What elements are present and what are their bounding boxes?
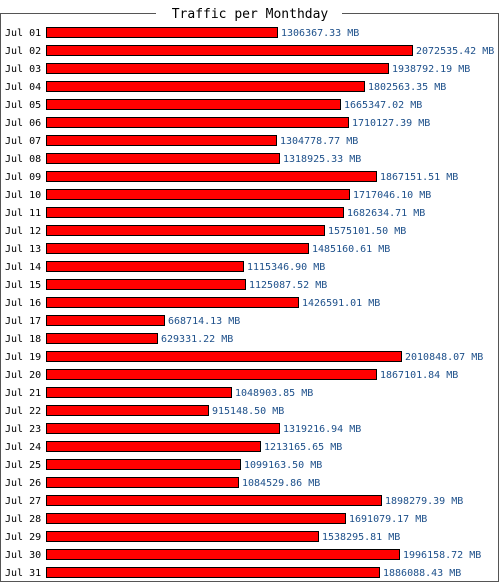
value-label: 668714.13 MB — [168, 316, 240, 327]
category-label: Jul 27 — [5, 496, 41, 507]
category-label: Jul 29 — [5, 532, 41, 543]
bar — [46, 279, 246, 290]
category-label: Jul 08 — [5, 154, 41, 165]
category-label: Jul 11 — [5, 208, 41, 219]
bar — [46, 477, 239, 488]
bar — [46, 369, 377, 380]
bar — [46, 333, 158, 344]
bar — [46, 27, 278, 38]
bar — [46, 243, 309, 254]
value-label: 1213165.65 MB — [264, 442, 342, 453]
category-label: Jul 19 — [5, 352, 41, 363]
value-label: 1717046.10 MB — [353, 190, 431, 201]
value-label: 1485160.61 MB — [312, 244, 390, 255]
category-label: Jul 25 — [5, 460, 41, 471]
value-label: 1802563.35 MB — [368, 82, 446, 93]
bar — [46, 459, 241, 470]
value-label: 2010848.07 MB — [405, 352, 483, 363]
bar — [46, 99, 341, 110]
value-label: 629331.22 MB — [161, 334, 233, 345]
category-label: Jul 26 — [5, 478, 41, 489]
category-label: Jul 17 — [5, 316, 41, 327]
category-label: Jul 03 — [5, 64, 41, 75]
category-label: Jul 05 — [5, 100, 41, 111]
category-label: Jul 15 — [5, 280, 41, 291]
bar — [46, 567, 380, 578]
bar — [46, 387, 232, 398]
value-label: 1319216.94 MB — [283, 424, 361, 435]
category-label: Jul 24 — [5, 442, 41, 453]
category-label: Jul 12 — [5, 226, 41, 237]
bar — [46, 135, 277, 146]
value-label: 1048903.85 MB — [235, 388, 313, 399]
value-label: 1426591.01 MB — [302, 298, 380, 309]
value-label: 1682634.71 MB — [347, 208, 425, 219]
bar — [46, 45, 413, 56]
value-label: 1886088.43 MB — [383, 568, 461, 579]
value-label: 1867151.51 MB — [380, 172, 458, 183]
category-label: Jul 01 — [5, 28, 41, 39]
category-label: Jul 16 — [5, 298, 41, 309]
bar — [46, 207, 344, 218]
category-label: Jul 18 — [5, 334, 41, 345]
value-label: 1996158.72 MB — [403, 550, 481, 561]
value-label: 1938792.19 MB — [392, 64, 470, 75]
bar — [46, 297, 299, 308]
bar — [46, 495, 382, 506]
value-label: 1099163.50 MB — [244, 460, 322, 471]
category-label: Jul 02 — [5, 46, 41, 57]
value-label: 1665347.02 MB — [344, 100, 422, 111]
bar — [46, 423, 280, 434]
value-label: 1125087.52 MB — [249, 280, 327, 291]
value-label: 1084529.86 MB — [242, 478, 320, 489]
bar — [46, 315, 165, 326]
bar — [46, 405, 209, 416]
bar — [46, 513, 346, 524]
bar — [46, 261, 244, 272]
category-label: Jul 07 — [5, 136, 41, 147]
value-label: 1318925.33 MB — [283, 154, 361, 165]
value-label: 1898279.39 MB — [385, 496, 463, 507]
bar — [46, 225, 325, 236]
value-label: 1304778.77 MB — [280, 136, 358, 147]
value-label: 1115346.90 MB — [247, 262, 325, 273]
title-background — [156, 5, 342, 21]
value-label: 1538295.81 MB — [322, 532, 400, 543]
category-label: Jul 22 — [5, 406, 41, 417]
bars-layer: Jul 01 1306367.33 MB Jul 02 2072535.42 MB Ju… — [5, 27, 494, 579]
category-label: Jul 14 — [5, 262, 41, 273]
value-label: 915148.50 MB — [212, 406, 284, 417]
bar — [46, 441, 261, 452]
category-label: Jul 20 — [5, 370, 41, 381]
value-label: 1306367.33 MB — [281, 28, 359, 39]
bar — [46, 81, 365, 92]
bar — [46, 189, 350, 200]
value-label: 1867101.84 MB — [380, 370, 458, 381]
category-label: Jul 30 — [5, 550, 41, 561]
value-label: 2072535.42 MB — [416, 46, 494, 57]
category-label: Jul 21 — [5, 388, 41, 399]
bar — [46, 549, 400, 560]
category-label: Jul 04 — [5, 82, 41, 93]
category-label: Jul 23 — [5, 424, 41, 435]
category-label: Jul 31 — [5, 568, 41, 579]
category-label: Jul 06 — [5, 118, 41, 129]
bar — [46, 117, 349, 128]
value-label: 1575101.50 MB — [328, 226, 406, 237]
bar — [46, 531, 319, 542]
category-label: Jul 28 — [5, 514, 41, 525]
category-label: Jul 10 — [5, 190, 41, 201]
category-label: Jul 09 — [5, 172, 41, 183]
bar — [46, 171, 377, 182]
bar — [46, 351, 402, 362]
bar — [46, 63, 389, 74]
value-label: 1691079.17 MB — [349, 514, 427, 525]
category-label: Jul 13 — [5, 244, 41, 255]
value-label: 1710127.39 MB — [352, 118, 430, 129]
bar — [46, 153, 280, 164]
chart-title: Traffic per Monthday — [172, 7, 329, 22]
